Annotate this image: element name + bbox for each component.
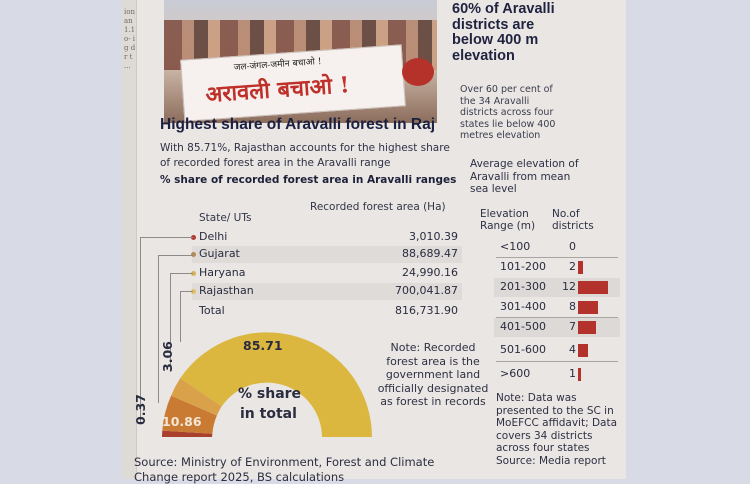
protest-photo: जल-जंगल-जमीन बचाओ ! अरावली बचाओ ! (164, 0, 437, 123)
side-headline: 60% of Aravalli districts are below 400 … (452, 1, 555, 64)
elevation-range: >600 (500, 367, 531, 380)
row-value: 24,990.16 (402, 266, 458, 279)
gauge-segment-delhi (162, 430, 213, 437)
summary-line-1: With 85.71%, Rajasthan accounts for the … (160, 142, 450, 154)
district-count: 8 (569, 300, 576, 313)
gauge-segment-haryana (171, 378, 222, 416)
summary-line-2: of recorded forest area in the Aravalli … (160, 157, 391, 169)
gauge-center-line-1: % share (238, 386, 302, 402)
source-line-1: Source: Ministry of Environment, Forest … (134, 455, 435, 469)
row-value: 700,041.87 (395, 284, 458, 297)
elevation-range: 301-400 (500, 300, 546, 313)
leader-line-delhi (140, 237, 193, 424)
district-count: 2 (569, 260, 576, 273)
elevation-range: <100 (500, 240, 531, 253)
gauge-label-rajasthan: 85.71 (243, 338, 283, 353)
share-gauge (162, 332, 372, 437)
gauge-label-delhi: 0.37 (133, 394, 148, 425)
elevation-source-text: Source: Media report (496, 454, 606, 467)
column-header-state: State/ UTs (199, 212, 252, 224)
row-name: Haryana (199, 266, 246, 279)
district-count: 4 (569, 343, 576, 356)
row-divider (496, 361, 618, 362)
elevation-row: 201-300 12 (494, 278, 620, 297)
side-subtext: Over 60 per cent of the 34 Aravalli dist… (460, 84, 556, 141)
district-bar (578, 281, 608, 294)
table-row: Haryana 24,990.16 (191, 265, 462, 282)
chart-title: % share of recorded forest area in Arava… (160, 174, 457, 186)
elevation-range: 401-500 (500, 320, 546, 333)
table-row: Rajasthan 700,041.87 (191, 283, 462, 300)
elevation-range: 201-300 (500, 280, 546, 293)
legend-dot (191, 252, 196, 257)
row-value: 88,689.47 (402, 247, 458, 260)
leader-line-gujarat (158, 255, 193, 403)
row-divider (496, 317, 618, 318)
legend-dot (191, 289, 196, 294)
district-count: 1 (569, 367, 576, 380)
gauge-segment-rajasthan (180, 332, 372, 437)
elevation-row: 401-500 7 (494, 318, 620, 337)
elevation-row: 101-200 2 (494, 258, 620, 277)
edge-text-fragments: ion an 1.1 o- ig d r t ... (124, 8, 136, 70)
leader-line-haryana (170, 273, 193, 372)
banner-small-text: जल-जंगल-जमीन बचाओ ! (233, 56, 322, 74)
legend-dot (191, 271, 196, 276)
elevation-note: Note: Data was presented to the SC in Mo… (496, 392, 626, 467)
forest-area-note: Note: Recorded forest area is the govern… (377, 341, 489, 408)
table-row-total: Total 816,731.90 (192, 303, 462, 320)
row-name: Rajasthan (199, 284, 254, 297)
gauge-segment-gujarat (162, 395, 217, 434)
elevation-row: 501-600 4 (494, 341, 620, 360)
legend-dot (191, 235, 196, 240)
row-name: Total (199, 304, 225, 317)
district-bar (578, 321, 596, 334)
page-title: Highest share of Aravalli forest in Raj (160, 116, 436, 133)
row-name: Delhi (199, 230, 228, 243)
row-value: 3,010.39 (409, 230, 458, 243)
district-count: 12 (562, 280, 576, 293)
elevation-row: 301-400 8 (494, 298, 620, 317)
elevation-row: <100 0 (494, 238, 620, 257)
source-line-2: Change report 2025, BS calculations (134, 470, 345, 484)
banner-logo (402, 58, 434, 86)
column-header-elevation-range: Elevation Range (m) (480, 208, 536, 232)
gauge-label-gujarat: 10.86 (162, 414, 202, 429)
gauge-label-haryana: 3.06 (160, 341, 175, 372)
elevation-range: 101-200 (500, 260, 546, 273)
district-count: 7 (569, 320, 576, 333)
district-bar (578, 301, 598, 314)
leader-line-rajasthan (180, 291, 193, 342)
banner-big-text: अरावली बचाओ ! (204, 72, 351, 109)
elevation-heading: Average elevation of Aravalli from mean … (470, 158, 579, 195)
district-bar (578, 344, 588, 357)
adjacent-column-edge: ion an 1.1 o- ig d r t ... (122, 0, 137, 479)
elevation-range: 501-600 (500, 343, 546, 356)
row-value: 816,731.90 (395, 304, 458, 317)
table-row: Gujarat 88,689.47 (191, 246, 462, 263)
elevation-row: >600 1 (494, 365, 620, 384)
district-bar (578, 368, 581, 381)
district-count: 0 (569, 240, 576, 253)
column-header-area: Recorded forest area (Ha) (310, 201, 446, 213)
elevation-note-text: Note: Data was presented to the SC in Mo… (496, 392, 618, 454)
gauge-center-line-2: in total (240, 406, 297, 422)
table-row: Delhi 3,010.39 (191, 229, 462, 246)
column-header-districts: No.of districts (552, 208, 594, 232)
row-name: Gujarat (199, 247, 240, 260)
district-bar (578, 261, 583, 274)
row-divider (496, 257, 618, 258)
